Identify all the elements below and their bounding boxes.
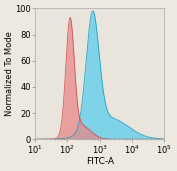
Y-axis label: Normalized To Mode: Normalized To Mode	[5, 31, 14, 116]
X-axis label: FITC-A: FITC-A	[86, 157, 114, 166]
